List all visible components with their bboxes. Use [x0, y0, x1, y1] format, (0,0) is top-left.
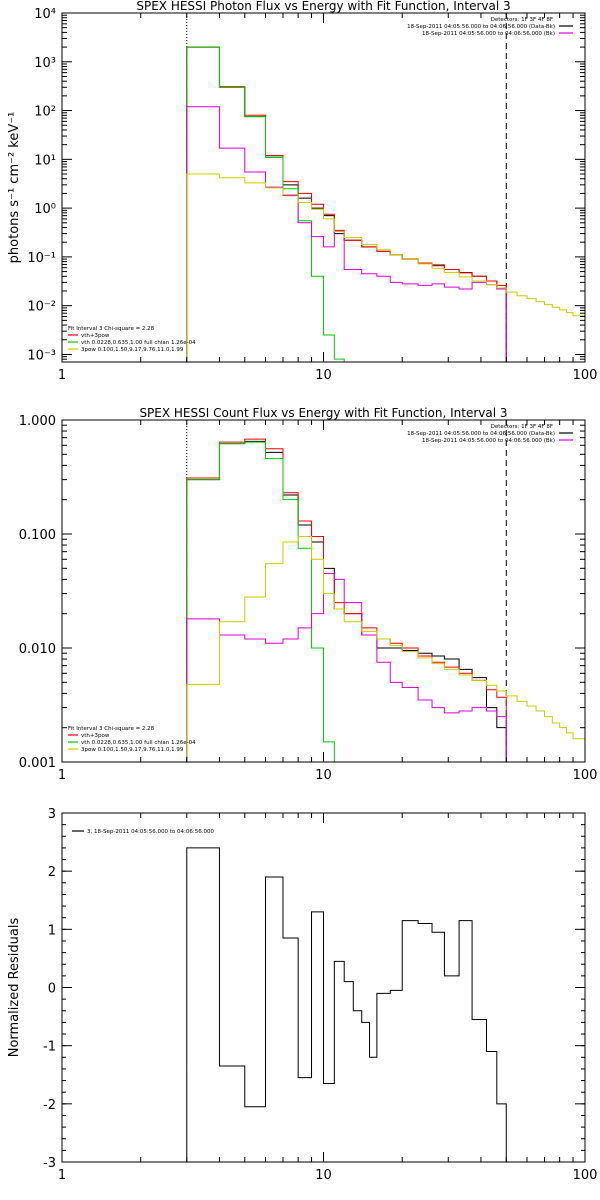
- series-line-2: [186, 46, 507, 362]
- x-tick-label: 10: [315, 768, 332, 783]
- series-line-3: [186, 441, 335, 762]
- panel-2: SPEX HESSI Count Flux vs Energy with Fit…: [19, 406, 598, 783]
- y-tick-label: -2: [43, 1098, 56, 1113]
- x-tick-label: 1: [58, 368, 66, 383]
- x-tick-label: 100: [573, 368, 598, 383]
- y-tick-label: 10³: [34, 56, 56, 71]
- y-tick-label: 0.100: [19, 528, 56, 543]
- y-tick-label: 0.001: [19, 756, 56, 771]
- x-tick-label: 10: [315, 1168, 332, 1183]
- y-tick-label: -3: [43, 1156, 56, 1171]
- fit-legend-entry: 3pow 0.100,1.50,9.17,9.76,11.0,1.99: [81, 347, 184, 353]
- panel-3: 1 10 100 -3 -2 -1 0 1 2 3 Normalized Residuals 3, 1…: [7, 807, 597, 1183]
- y-tick-label: -1: [43, 1040, 56, 1055]
- series-line-5: [186, 173, 585, 362]
- series-line-2: [186, 438, 507, 762]
- fit-legend-entry: 3pow 0.100,1.50,9.17,9.76,11.0,1.99: [81, 747, 184, 753]
- series-line-4: [186, 573, 507, 762]
- x-tick-label: 10: [315, 368, 332, 383]
- series-line-5: [186, 536, 585, 762]
- series-line-1: [186, 46, 507, 362]
- series-line-4: [186, 106, 507, 362]
- fit-legend-entry: vth+3pow: [81, 733, 110, 739]
- y-tick-label: 10²: [34, 105, 56, 120]
- legend-entry: 18-Sep-2011 04:05:56.000 to 04:06:56.000…: [407, 431, 555, 437]
- legend-header: Detectors: 1F 3F 4F 8F: [491, 17, 553, 23]
- x-tick-label: 100: [573, 1168, 598, 1183]
- x-tick-label: 1: [58, 768, 66, 783]
- legend-entry: 18-Sep-2011 04:05:56.000 to 04:06:56.000…: [422, 31, 555, 37]
- y-tick-label: 1: [48, 923, 56, 938]
- y-tick-label: 10⁴: [34, 7, 56, 22]
- series-line-1: [186, 847, 507, 1162]
- y-tick-label: 10⁻¹: [27, 251, 56, 266]
- y-axis-label: photons s⁻¹ cm⁻² keV⁻¹: [7, 112, 22, 264]
- panel-1: SPEX HESSI Photon Flux vs Energy with Fi…: [7, 0, 597, 383]
- series-line-3: [186, 46, 345, 362]
- y-tick-label: 0: [48, 982, 56, 997]
- legend-entry: 18-Sep-2011 04:05:56.000 to 04:06:56.000…: [422, 438, 555, 444]
- legend-entry: 18-Sep-2011 04:05:56.000 to 04:06:56.000…: [407, 24, 555, 30]
- y-tick-label: 10⁻³: [27, 348, 56, 363]
- y-tick-label: 10¹: [34, 153, 56, 168]
- fit-legend-entry: vth 0.0228,0.635,1.00 full chian 1.26e-0…: [81, 340, 196, 346]
- fit-legend-header: Fit Interval 3 Chi-square = 2.28: [68, 326, 155, 332]
- chart-title: SPEX HESSI Count Flux vs Energy with Fit…: [139, 406, 507, 420]
- y-tick-label: 10⁰: [34, 202, 56, 217]
- y-tick-label: 0.010: [19, 642, 56, 657]
- x-tick-label: 100: [573, 768, 598, 783]
- chart-title: SPEX HESSI Photon Flux vs Energy with Fi…: [136, 0, 510, 13]
- fit-legend-entry: vth+3pow: [81, 333, 110, 339]
- legend-header: Detectors: 1F 3F 4F 8F: [491, 424, 553, 430]
- y-tick-label: 3: [48, 807, 56, 822]
- residual-legend-entry: 3, 18-Sep-2011 04:05:56.000 to 04:06:56.…: [87, 829, 214, 835]
- fit-legend-entry: vth 0.0228,0.635,1.00 full chian 1.26e-0…: [81, 740, 196, 746]
- y-axis-label: Normalized Residuals: [7, 918, 22, 1058]
- y-tick-label: 1.000: [19, 414, 56, 429]
- y-tick-label: 10⁻²: [27, 300, 56, 315]
- x-tick-label: 1: [58, 1168, 66, 1183]
- y-tick-label: 2: [48, 865, 56, 880]
- fit-legend-header: Fit Interval 3 Chi-square = 2.28: [68, 726, 155, 732]
